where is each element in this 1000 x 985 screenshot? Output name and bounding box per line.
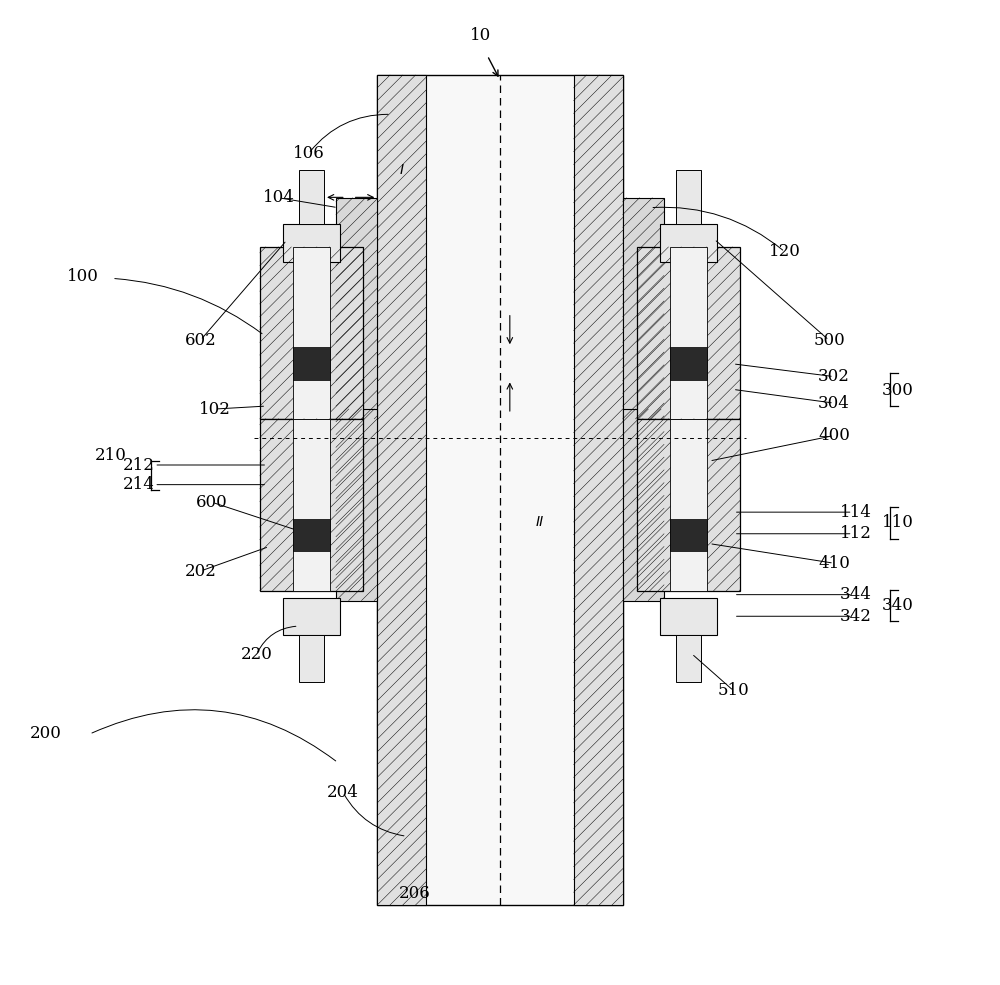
Text: 302: 302 bbox=[818, 368, 850, 385]
Text: 120: 120 bbox=[769, 243, 801, 260]
Bar bbox=[283, 225, 340, 262]
Text: 200: 200 bbox=[30, 725, 62, 742]
Bar bbox=[293, 419, 330, 591]
Bar bbox=[637, 419, 740, 591]
Text: 102: 102 bbox=[199, 401, 231, 418]
Bar bbox=[293, 347, 330, 379]
Bar bbox=[670, 247, 707, 419]
Bar bbox=[293, 519, 330, 552]
Text: 210: 210 bbox=[95, 446, 127, 464]
Text: 114: 114 bbox=[840, 503, 872, 521]
Text: 340: 340 bbox=[882, 597, 914, 614]
Text: 342: 342 bbox=[840, 608, 872, 624]
Bar bbox=[676, 170, 701, 225]
Text: 600: 600 bbox=[196, 493, 228, 511]
Bar bbox=[670, 519, 707, 552]
Bar bbox=[283, 598, 340, 635]
Bar bbox=[336, 409, 377, 601]
Bar bbox=[336, 198, 377, 419]
Text: 410: 410 bbox=[818, 555, 850, 571]
Bar bbox=[260, 419, 363, 591]
Bar bbox=[660, 225, 717, 262]
Bar bbox=[299, 170, 324, 225]
Text: 500: 500 bbox=[813, 332, 845, 349]
Text: 104: 104 bbox=[263, 189, 295, 206]
Text: 10: 10 bbox=[470, 28, 491, 44]
Text: 202: 202 bbox=[184, 562, 216, 579]
Text: 206: 206 bbox=[399, 885, 430, 901]
Text: 100: 100 bbox=[67, 268, 98, 285]
Bar bbox=[637, 247, 740, 419]
Text: 212: 212 bbox=[123, 457, 154, 475]
Bar bbox=[660, 598, 717, 635]
Bar bbox=[299, 635, 324, 682]
Text: 300: 300 bbox=[882, 382, 914, 399]
Bar bbox=[574, 75, 623, 905]
Text: 112: 112 bbox=[840, 525, 872, 543]
Text: 344: 344 bbox=[840, 586, 872, 603]
Text: 214: 214 bbox=[123, 476, 154, 493]
Bar bbox=[293, 247, 330, 419]
Text: I: I bbox=[400, 163, 404, 177]
Bar bbox=[623, 409, 664, 601]
Text: 204: 204 bbox=[327, 784, 359, 801]
Bar bbox=[670, 419, 707, 591]
Text: 400: 400 bbox=[818, 427, 850, 444]
Text: 510: 510 bbox=[718, 683, 750, 699]
Bar bbox=[670, 347, 707, 379]
Bar bbox=[260, 247, 363, 419]
Text: 106: 106 bbox=[293, 145, 324, 163]
Bar bbox=[377, 75, 623, 905]
Bar bbox=[676, 635, 701, 682]
Bar bbox=[377, 75, 426, 905]
Bar bbox=[623, 198, 664, 419]
Text: 304: 304 bbox=[818, 395, 850, 412]
Text: 220: 220 bbox=[240, 646, 272, 663]
Text: II: II bbox=[535, 515, 543, 529]
Text: 602: 602 bbox=[185, 332, 216, 349]
Text: 110: 110 bbox=[882, 514, 914, 532]
